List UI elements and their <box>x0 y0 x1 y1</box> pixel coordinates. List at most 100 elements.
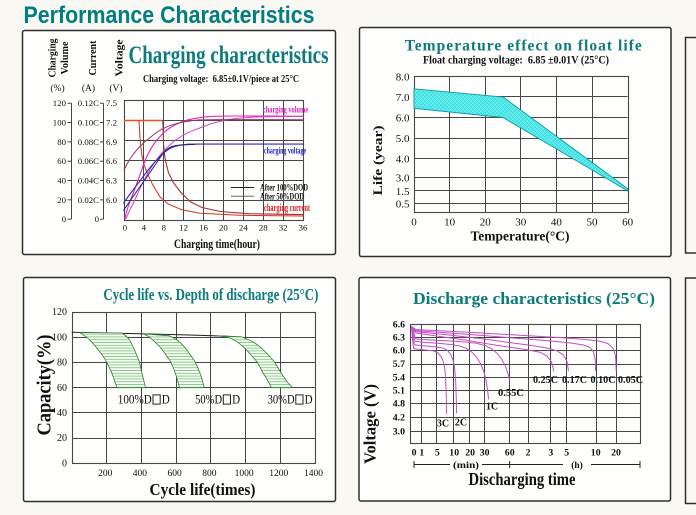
svg-text:20: 20 <box>219 223 228 233</box>
svg-text:Cycle life vs. Depth of discha: Cycle life vs. Depth of discharge (25°C) <box>103 285 318 304</box>
svg-text:0.02C: 0.02C <box>78 195 99 205</box>
svg-text:7.2: 7.2 <box>106 118 117 128</box>
svg-text:Charging: Charging <box>47 38 59 77</box>
svg-text:5.4: 5.4 <box>393 373 405 384</box>
svg-text:0: 0 <box>123 223 128 233</box>
svg-text:charging voltage: charging voltage <box>264 146 306 156</box>
svg-text:0.05C: 0.05C <box>618 375 643 386</box>
svg-text:12: 12 <box>179 223 188 233</box>
svg-text:Temperature(°C): Temperature(°C) <box>471 229 570 244</box>
svg-text:40: 40 <box>57 176 66 186</box>
svg-text:3.0: 3.0 <box>393 427 405 438</box>
svg-text:1: 1 <box>419 448 424 459</box>
svg-text:3.0: 3.0 <box>396 173 410 185</box>
svg-text:30: 30 <box>480 448 490 459</box>
svg-text:3: 3 <box>548 448 553 459</box>
svg-text:7.5: 7.5 <box>106 98 118 108</box>
svg-text:(h): (h) <box>571 460 583 471</box>
svg-text:4.8: 4.8 <box>393 399 405 410</box>
svg-text:1400: 1400 <box>304 469 323 479</box>
svg-text:Charging voltage: 6.85±0.1V/p: Charging voltage: 6.85±0.1V/piece at 25°… <box>143 73 299 85</box>
svg-text:20: 20 <box>611 448 621 459</box>
svg-text:20: 20 <box>480 217 492 229</box>
svg-text:20: 20 <box>465 448 475 459</box>
svg-text:0: 0 <box>412 448 417 459</box>
svg-text:600: 600 <box>168 469 183 479</box>
svg-text:20: 20 <box>57 195 66 205</box>
svg-text:0.55C: 0.55C <box>498 388 524 399</box>
svg-text:5: 5 <box>564 448 569 459</box>
svg-text:16: 16 <box>199 223 208 233</box>
svg-text:5.7: 5.7 <box>393 359 405 370</box>
svg-text:After 50%DOD: After 50%DOD <box>260 192 304 203</box>
svg-text:60: 60 <box>505 448 515 459</box>
svg-text:(A): (A) <box>82 83 95 94</box>
svg-text:0: 0 <box>95 214 100 224</box>
svg-text:1.5: 1.5 <box>396 186 410 198</box>
svg-text:0.10C: 0.10C <box>78 118 99 128</box>
svg-text:0: 0 <box>411 217 417 229</box>
svg-text:6.6: 6.6 <box>106 156 118 166</box>
svg-text:0.25C: 0.25C <box>533 375 558 386</box>
svg-text:30%D: 30%D <box>268 393 295 407</box>
svg-text:D: D <box>232 393 240 407</box>
svg-text:2C: 2C <box>455 418 467 429</box>
svg-text:Volume: Volume <box>59 41 71 74</box>
svg-text:After 100%DOD: After 100%DOD <box>260 183 308 194</box>
svg-text:120: 120 <box>53 98 67 108</box>
svg-text:6.3: 6.3 <box>393 332 405 343</box>
svg-text:charging current: charging current <box>264 203 310 214</box>
svg-text:(%): (%) <box>50 83 64 94</box>
svg-text:32: 32 <box>279 223 288 233</box>
svg-text:charging volume: charging volume <box>263 104 308 114</box>
svg-text:50%D: 50%D <box>195 393 222 407</box>
svg-text:5.1: 5.1 <box>393 386 405 397</box>
svg-text:0: 0 <box>62 214 67 224</box>
svg-text:0: 0 <box>62 458 67 469</box>
svg-text:4: 4 <box>142 223 147 233</box>
svg-text:1C: 1C <box>486 401 498 412</box>
svg-text:Performance Characteristics: Performance Characteristics <box>24 2 315 29</box>
svg-text:800: 800 <box>202 469 217 479</box>
svg-text:8: 8 <box>162 223 167 233</box>
svg-text:100: 100 <box>52 332 67 343</box>
svg-text:8.0: 8.0 <box>396 71 410 83</box>
svg-text:10: 10 <box>449 448 459 459</box>
svg-text:24: 24 <box>239 223 248 233</box>
svg-text:Discharging time: Discharging time <box>469 469 576 489</box>
svg-text:1200: 1200 <box>269 469 288 479</box>
svg-text:60: 60 <box>57 383 67 394</box>
svg-text:0.06C: 0.06C <box>78 156 99 166</box>
svg-text:Temperature effect on float li: Temperature effect on float life <box>405 38 642 55</box>
svg-text:6.6: 6.6 <box>393 320 405 331</box>
svg-text:3C: 3C <box>437 419 449 430</box>
svg-text:5: 5 <box>435 448 440 459</box>
svg-text:40: 40 <box>57 408 67 419</box>
svg-text:2: 2 <box>526 448 531 459</box>
svg-text:10: 10 <box>444 217 456 229</box>
svg-text:6.0: 6.0 <box>393 346 405 357</box>
svg-text:6.0: 6.0 <box>396 112 410 124</box>
svg-text:0.17C: 0.17C <box>562 375 587 386</box>
svg-text:7.0: 7.0 <box>396 92 410 104</box>
svg-text:Charging time(hour): Charging time(hour) <box>174 237 260 251</box>
svg-text:28: 28 <box>259 223 268 233</box>
svg-text:Discharge characteristics (25°: Discharge characteristics (25°C) <box>413 289 655 308</box>
svg-text:1000: 1000 <box>235 469 254 479</box>
svg-text:0.10C: 0.10C <box>591 375 616 386</box>
svg-text:6.9: 6.9 <box>106 137 118 147</box>
svg-text:36: 36 <box>299 223 308 233</box>
svg-text:(V): (V) <box>109 83 122 94</box>
svg-text:0.08C: 0.08C <box>78 137 99 147</box>
svg-text:4.0: 4.0 <box>396 153 410 165</box>
svg-text:30: 30 <box>515 217 527 229</box>
svg-text:6.0: 6.0 <box>106 195 118 205</box>
svg-text:0.04C: 0.04C <box>78 176 99 186</box>
svg-text:Life (year): Life (year) <box>371 126 385 196</box>
svg-text:40: 40 <box>551 217 563 229</box>
svg-text:6.3: 6.3 <box>106 176 118 186</box>
svg-text:Float charging voltage: 6.85: Float charging voltage: 6.85 ±0.01V (25°… <box>423 55 609 67</box>
svg-text:100: 100 <box>53 118 67 128</box>
svg-text:D: D <box>162 393 170 407</box>
svg-text:0.12C: 0.12C <box>78 98 99 108</box>
